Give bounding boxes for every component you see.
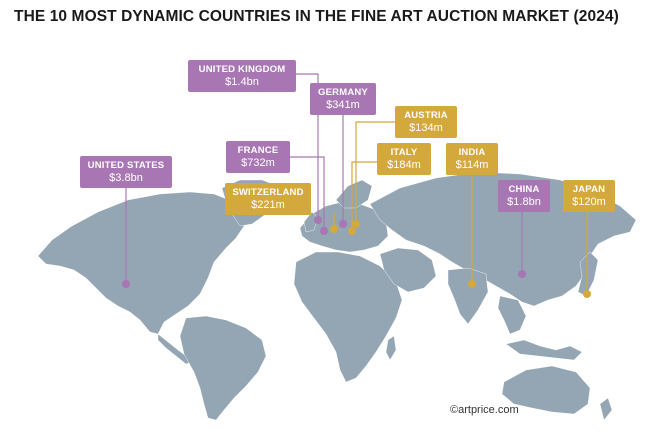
pin-italy <box>348 227 356 235</box>
landmass-scandinavia <box>335 179 373 209</box>
country-name: JAPAN <box>572 184 606 195</box>
landmass-north-america <box>37 191 247 335</box>
leader-line-france <box>290 156 325 228</box>
landmass-africa <box>293 251 403 383</box>
country-value: $732m <box>241 157 275 169</box>
pin-france <box>320 227 328 235</box>
label-india: INDIA $114m <box>446 143 498 175</box>
country-name: UNITED KINGDOM <box>198 64 286 75</box>
leader-line-united-kingdom <box>296 73 319 218</box>
pin-japan <box>583 290 591 298</box>
landmass-australia <box>501 365 591 415</box>
label-united-states: UNITED STATES $3.8bn <box>80 156 172 188</box>
pin-united-states <box>122 280 130 288</box>
leader-line-austria <box>355 121 395 222</box>
label-japan: JAPAN $120m <box>563 180 615 212</box>
pin-austria <box>352 220 360 228</box>
leader-line-italy <box>351 161 377 228</box>
country-value: $3.8bn <box>109 172 143 184</box>
pin-germany <box>339 220 347 228</box>
label-switzerland: SWITZERLAND $221m <box>225 183 311 215</box>
pin-india <box>468 280 476 288</box>
label-italy: ITALY $184m <box>377 143 431 175</box>
country-value: $1.4bn <box>225 76 259 88</box>
pin-switzerland <box>330 225 338 233</box>
label-france: FRANCE $732m <box>226 141 290 173</box>
landmass-south-america <box>179 315 267 421</box>
copyright-credit: ©artprice.com <box>450 404 519 416</box>
country-value: $1.8bn <box>507 196 541 208</box>
country-name: UNITED STATES <box>87 160 165 171</box>
country-name: ITALY <box>390 147 418 158</box>
landmass-southeast-asia <box>497 295 527 335</box>
label-united-kingdom: UNITED KINGDOM $1.4bn <box>188 60 296 92</box>
country-name: SWITZERLAND <box>232 187 304 198</box>
country-name: FRANCE <box>237 145 279 156</box>
country-value: $134m <box>409 122 443 134</box>
landmass-middle-east <box>379 247 437 293</box>
landmass-japan <box>577 251 599 297</box>
country-name: AUSTRIA <box>404 110 448 121</box>
label-china: CHINA $1.8bn <box>498 180 550 212</box>
country-name: CHINA <box>508 184 540 195</box>
landmass-madagascar <box>385 335 397 361</box>
country-value: $184m <box>387 159 421 171</box>
country-value: $221m <box>251 199 285 211</box>
country-name: INDIA <box>458 147 486 158</box>
landmass-indonesia <box>505 339 583 361</box>
chart-title: THE 10 MOST DYNAMIC COUNTRIES IN THE FIN… <box>14 8 619 25</box>
pin-united-kingdom <box>314 216 322 224</box>
country-name: GERMANY <box>318 87 368 98</box>
country-value: $341m <box>326 99 360 111</box>
country-value: $120m <box>572 196 606 208</box>
landmass-new-zealand <box>599 397 613 421</box>
pin-china <box>518 270 526 278</box>
country-value: $114m <box>455 159 489 171</box>
label-germany: GERMANY $341m <box>310 83 376 115</box>
label-austria: AUSTRIA $134m <box>395 106 457 138</box>
landmass-india <box>447 267 489 325</box>
